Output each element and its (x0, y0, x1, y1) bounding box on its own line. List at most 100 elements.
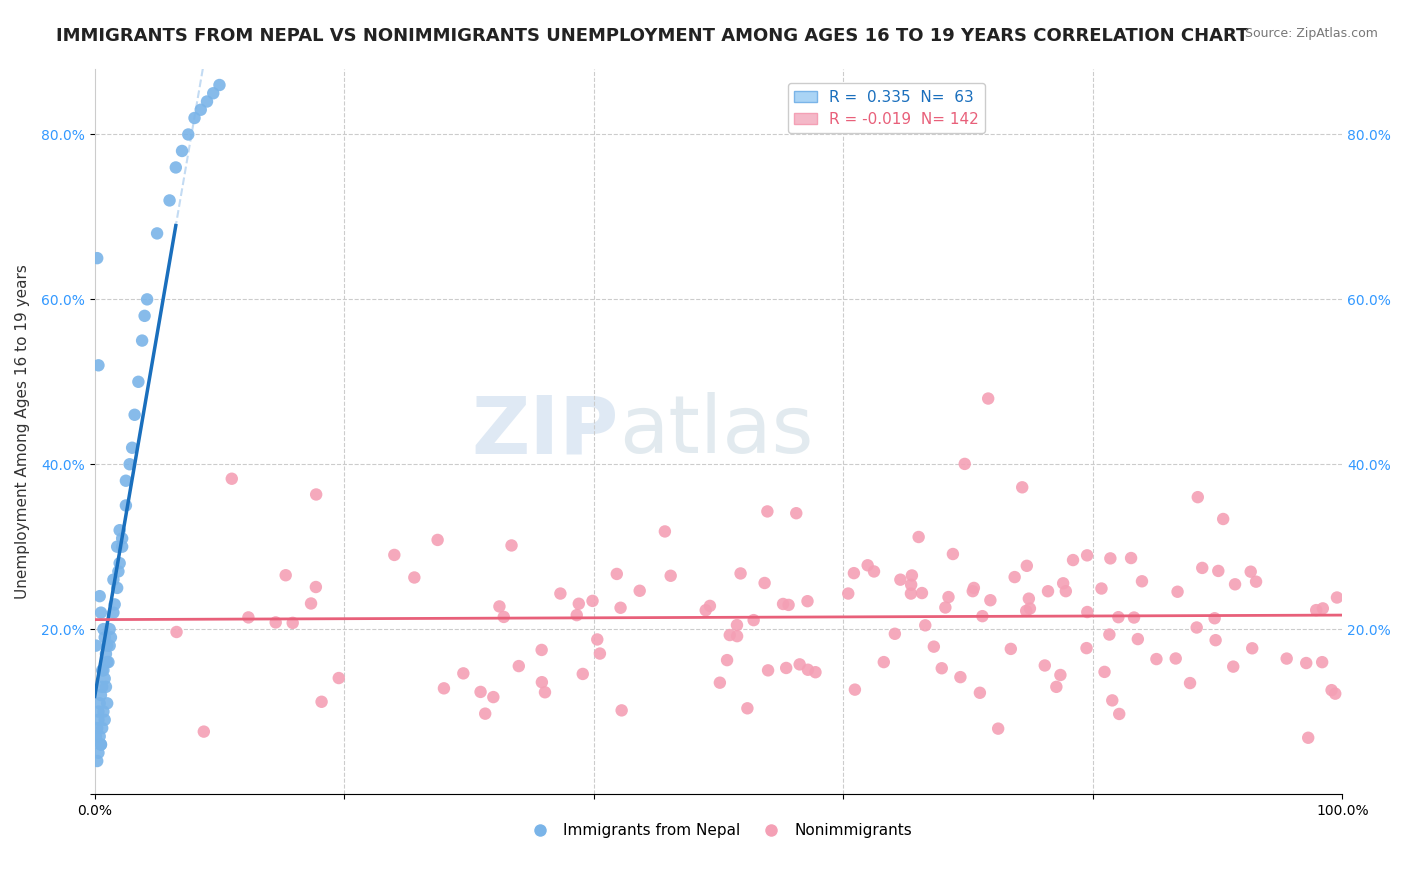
Point (1222, 659, 1244, 673)
Point (90, 606, 112, 620)
Point (93, 705, 115, 719)
Point (1167, 584, 1189, 599)
Point (953, 457, 976, 471)
Point (104, 598, 127, 612)
Point (202, 87, 225, 101)
Point (1240, 565, 1263, 579)
Point (1049, 668, 1071, 682)
Point (785, 506, 807, 520)
Point (1244, 574, 1267, 589)
Point (742, 613, 765, 627)
Point (103, 606, 125, 620)
Point (725, 618, 748, 632)
Point (659, 568, 682, 582)
Point (716, 653, 738, 667)
Point (889, 573, 911, 587)
Point (93, 622, 115, 636)
Point (1130, 574, 1153, 589)
Point (900, 578, 922, 592)
Point (111, 540, 134, 554)
Point (1295, 656, 1317, 670)
Point (963, 581, 986, 595)
Point (328, 671, 350, 685)
Point (1191, 561, 1213, 575)
Point (1011, 480, 1033, 494)
Point (883, 627, 905, 641)
Point (159, 194, 181, 208)
Text: atlas: atlas (619, 392, 813, 470)
Point (238, 610, 260, 624)
Point (1223, 577, 1246, 591)
Point (433, 681, 456, 696)
Point (84, 639, 107, 653)
Point (87, 746, 110, 760)
Point (1108, 706, 1130, 721)
Point (1126, 632, 1149, 646)
Point (91, 664, 114, 678)
Point (107, 565, 129, 579)
Point (105, 581, 128, 595)
Point (115, 474, 138, 488)
Point (844, 682, 866, 697)
Point (166, 625, 188, 640)
Point (789, 657, 811, 672)
Point (90, 738, 112, 752)
Point (589, 647, 612, 661)
Point (804, 665, 827, 680)
Point (482, 690, 505, 704)
Point (87, 713, 110, 727)
Point (170, 144, 193, 158)
Point (404, 570, 426, 584)
Point (193, 724, 215, 739)
Point (1107, 610, 1129, 624)
Point (530, 675, 553, 690)
Point (1004, 570, 1026, 584)
Point (195, 95, 218, 109)
Point (121, 441, 143, 455)
Point (1036, 584, 1059, 599)
Point (1045, 680, 1067, 694)
Point (1320, 683, 1343, 698)
Point (91, 680, 114, 694)
Point (1275, 651, 1298, 665)
Point (93, 631, 115, 645)
Point (183, 111, 205, 125)
Point (977, 392, 1000, 406)
Point (208, 78, 231, 92)
Point (911, 586, 934, 600)
Point (1119, 551, 1142, 566)
Point (1101, 693, 1123, 707)
Point (534, 685, 557, 699)
Point (1015, 558, 1038, 573)
Point (1208, 564, 1230, 578)
Point (1076, 605, 1098, 619)
Point (873, 655, 896, 669)
Point (127, 375, 149, 389)
Point (100, 631, 122, 645)
Point (756, 504, 779, 518)
Point (93, 664, 115, 678)
Point (108, 523, 131, 537)
Point (949, 670, 972, 684)
Point (86, 251, 108, 265)
Point (797, 663, 820, 677)
Point (177, 128, 200, 142)
Point (299, 597, 322, 611)
Point (1062, 553, 1084, 567)
Point (565, 608, 588, 623)
Point (610, 703, 633, 717)
Point (1212, 512, 1234, 526)
Point (134, 309, 156, 323)
Point (942, 547, 965, 561)
Point (856, 558, 879, 573)
Point (96, 639, 118, 653)
Point (907, 530, 929, 544)
Point (550, 586, 572, 600)
Point (96, 696, 118, 710)
Point (1054, 584, 1077, 599)
Point (89, 729, 111, 743)
Point (264, 615, 287, 630)
Point (305, 580, 328, 594)
Point (108, 556, 131, 570)
Point (97, 655, 120, 669)
